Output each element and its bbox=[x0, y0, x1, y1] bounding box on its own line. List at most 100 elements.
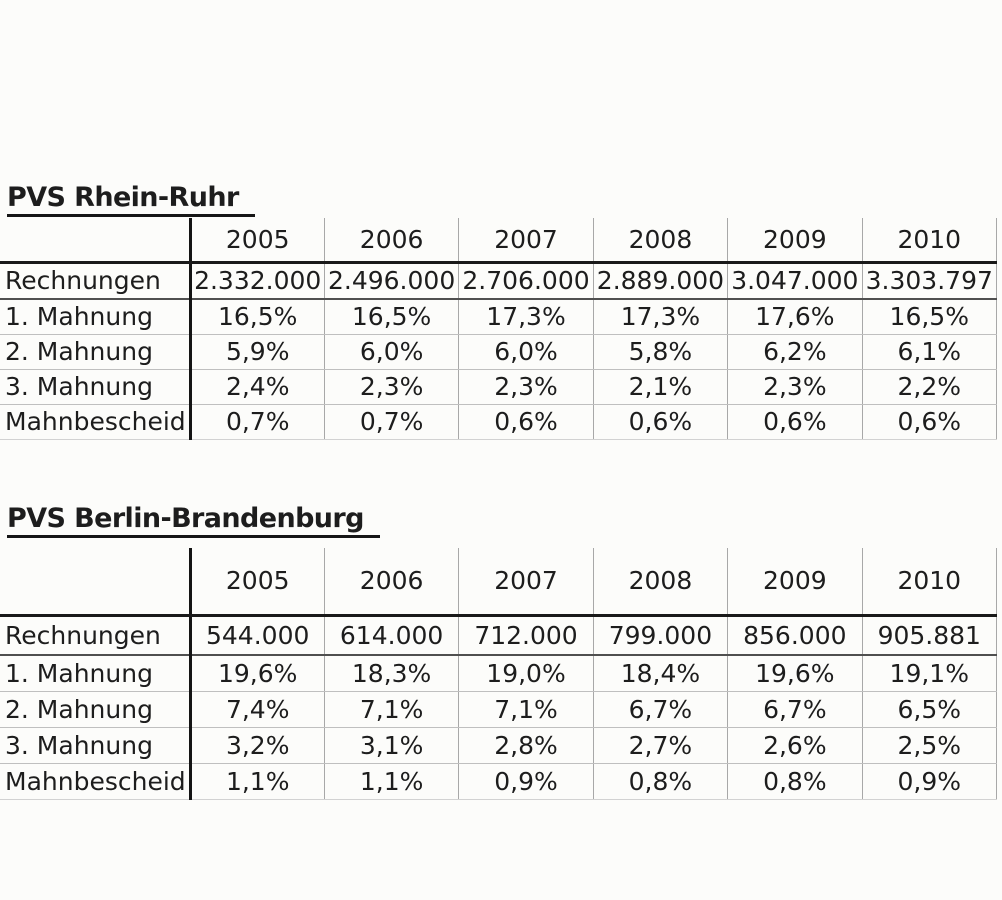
data-cell: 0,9% bbox=[458, 763, 594, 800]
year-header: 2008 bbox=[592, 548, 728, 617]
data-cell: 2,3% bbox=[727, 369, 863, 405]
year-header: 2006 bbox=[323, 218, 459, 264]
table-row: Rechnungen 2.332.000 2.496.000 2.706.000… bbox=[0, 262, 998, 300]
row-label: 2. Mahnung bbox=[0, 334, 192, 370]
data-cell: 17,6% bbox=[727, 299, 863, 335]
year-header: 2007 bbox=[458, 548, 594, 617]
data-cell: 6,1% bbox=[861, 334, 998, 370]
table-row: 2. Mahnung 7,4% 7,1% 7,1% 6,7% 6,7% 6,5% bbox=[0, 691, 998, 728]
data-cell: 2,3% bbox=[323, 369, 459, 405]
data-cell: 712.000 bbox=[458, 615, 594, 656]
data-cell: 16,5% bbox=[189, 299, 325, 335]
year-header: 2005 bbox=[189, 548, 325, 617]
data-cell: 5,8% bbox=[592, 334, 728, 370]
row-label: Rechnungen bbox=[0, 262, 192, 300]
row-label: 1. Mahnung bbox=[0, 655, 192, 692]
data-cell: 0,6% bbox=[727, 404, 863, 440]
year-header: 2010 bbox=[861, 548, 998, 617]
data-cell: 0,8% bbox=[592, 763, 728, 800]
year-header-row: 2005 2006 2007 2008 2009 2010 bbox=[0, 548, 998, 617]
year-header: 2009 bbox=[727, 218, 863, 264]
data-cell: 856.000 bbox=[727, 615, 863, 656]
table-row: 3. Mahnung 3,2% 3,1% 2,8% 2,7% 2,6% 2,5% bbox=[0, 727, 998, 764]
data-cell: 6,0% bbox=[458, 334, 594, 370]
year-header: 2005 bbox=[189, 218, 325, 264]
data-cell: 18,3% bbox=[323, 655, 459, 692]
data-cell: 19,6% bbox=[727, 655, 863, 692]
data-cell: 0,7% bbox=[323, 404, 459, 440]
data-cell: 2.496.000 bbox=[323, 262, 459, 300]
table-row: Mahnbescheid 1,1% 1,1% 0,9% 0,8% 0,8% 0,… bbox=[0, 763, 998, 800]
data-cell: 16,5% bbox=[861, 299, 998, 335]
data-cell: 5,9% bbox=[189, 334, 325, 370]
data-cell: 3,2% bbox=[189, 727, 325, 764]
data-cell: 3.303.797 bbox=[861, 262, 998, 300]
data-cell: 2.889.000 bbox=[592, 262, 728, 300]
table-row: 3. Mahnung 2,4% 2,3% 2,3% 2,1% 2,3% 2,2% bbox=[0, 369, 998, 405]
data-cell: 6,0% bbox=[323, 334, 459, 370]
data-cell: 2,6% bbox=[727, 727, 863, 764]
table-row: 2. Mahnung 5,9% 6,0% 6,0% 5,8% 6,2% 6,1% bbox=[0, 334, 998, 370]
data-cell: 0,6% bbox=[861, 404, 998, 440]
table-row: 1. Mahnung 19,6% 18,3% 19,0% 18,4% 19,6%… bbox=[0, 655, 998, 692]
data-cell: 0,6% bbox=[458, 404, 594, 440]
data-cell: 19,0% bbox=[458, 655, 594, 692]
year-header: 2008 bbox=[592, 218, 728, 264]
row-label: 1. Mahnung bbox=[0, 299, 192, 335]
data-cell: 16,5% bbox=[323, 299, 459, 335]
table-row: Mahnbescheid 0,7% 0,7% 0,6% 0,6% 0,6% 0,… bbox=[0, 404, 998, 440]
data-cell: 2,5% bbox=[861, 727, 998, 764]
data-cell: 0,8% bbox=[727, 763, 863, 800]
corner-cell bbox=[0, 218, 192, 264]
data-cell: 3.047.000 bbox=[727, 262, 863, 300]
data-cell: 17,3% bbox=[458, 299, 594, 335]
row-label: 3. Mahnung bbox=[0, 727, 192, 764]
data-cell: 18,4% bbox=[592, 655, 728, 692]
data-cell: 0,6% bbox=[592, 404, 728, 440]
data-cell: 6,5% bbox=[861, 691, 998, 728]
data-cell: 2,3% bbox=[458, 369, 594, 405]
table-title-berlin-brandenburg: PVS Berlin-Brandenburg bbox=[7, 505, 380, 538]
data-cell: 7,1% bbox=[458, 691, 594, 728]
year-header: 2006 bbox=[323, 548, 459, 617]
data-cell: 6,7% bbox=[592, 691, 728, 728]
corner-cell bbox=[0, 548, 192, 617]
row-label: Rechnungen bbox=[0, 615, 192, 656]
year-header: 2007 bbox=[458, 218, 594, 264]
year-header-row: 2005 2006 2007 2008 2009 2010 bbox=[0, 218, 998, 264]
data-cell: 6,7% bbox=[727, 691, 863, 728]
table-row: Rechnungen 544.000 614.000 712.000 799.0… bbox=[0, 615, 998, 656]
data-cell: 2.332.000 bbox=[189, 262, 325, 300]
row-label: 2. Mahnung bbox=[0, 691, 192, 728]
row-label: 3. Mahnung bbox=[0, 369, 192, 405]
data-cell: 905.881 bbox=[861, 615, 998, 656]
data-cell: 7,1% bbox=[323, 691, 459, 728]
year-header: 2010 bbox=[861, 218, 998, 264]
year-header: 2009 bbox=[727, 548, 863, 617]
data-cell: 2,1% bbox=[592, 369, 728, 405]
table-row: 1. Mahnung 16,5% 16,5% 17,3% 17,3% 17,6%… bbox=[0, 299, 998, 335]
data-cell: 2,8% bbox=[458, 727, 594, 764]
data-cell: 2,4% bbox=[189, 369, 325, 405]
table-title-rhein-ruhr: PVS Rhein-Ruhr bbox=[7, 184, 255, 217]
data-cell: 1,1% bbox=[189, 763, 325, 800]
table-berlin-brandenburg: 2005 2006 2007 2008 2009 2010 Rechnungen… bbox=[0, 548, 998, 800]
table-rhein-ruhr: 2005 2006 2007 2008 2009 2010 Rechnungen… bbox=[0, 218, 998, 440]
data-cell: 2,2% bbox=[861, 369, 998, 405]
data-cell: 0,7% bbox=[189, 404, 325, 440]
data-cell: 0,9% bbox=[861, 763, 998, 800]
data-cell: 19,1% bbox=[861, 655, 998, 692]
data-cell: 544.000 bbox=[189, 615, 325, 656]
data-cell: 2.706.000 bbox=[458, 262, 594, 300]
data-cell: 3,1% bbox=[323, 727, 459, 764]
data-cell: 1,1% bbox=[323, 763, 459, 800]
data-cell: 2,7% bbox=[592, 727, 728, 764]
data-cell: 7,4% bbox=[189, 691, 325, 728]
data-cell: 799.000 bbox=[592, 615, 728, 656]
data-cell: 614.000 bbox=[323, 615, 459, 656]
data-cell: 6,2% bbox=[727, 334, 863, 370]
row-label: Mahnbescheid bbox=[0, 404, 192, 440]
data-cell: 17,3% bbox=[592, 299, 728, 335]
row-label: Mahnbescheid bbox=[0, 763, 192, 800]
